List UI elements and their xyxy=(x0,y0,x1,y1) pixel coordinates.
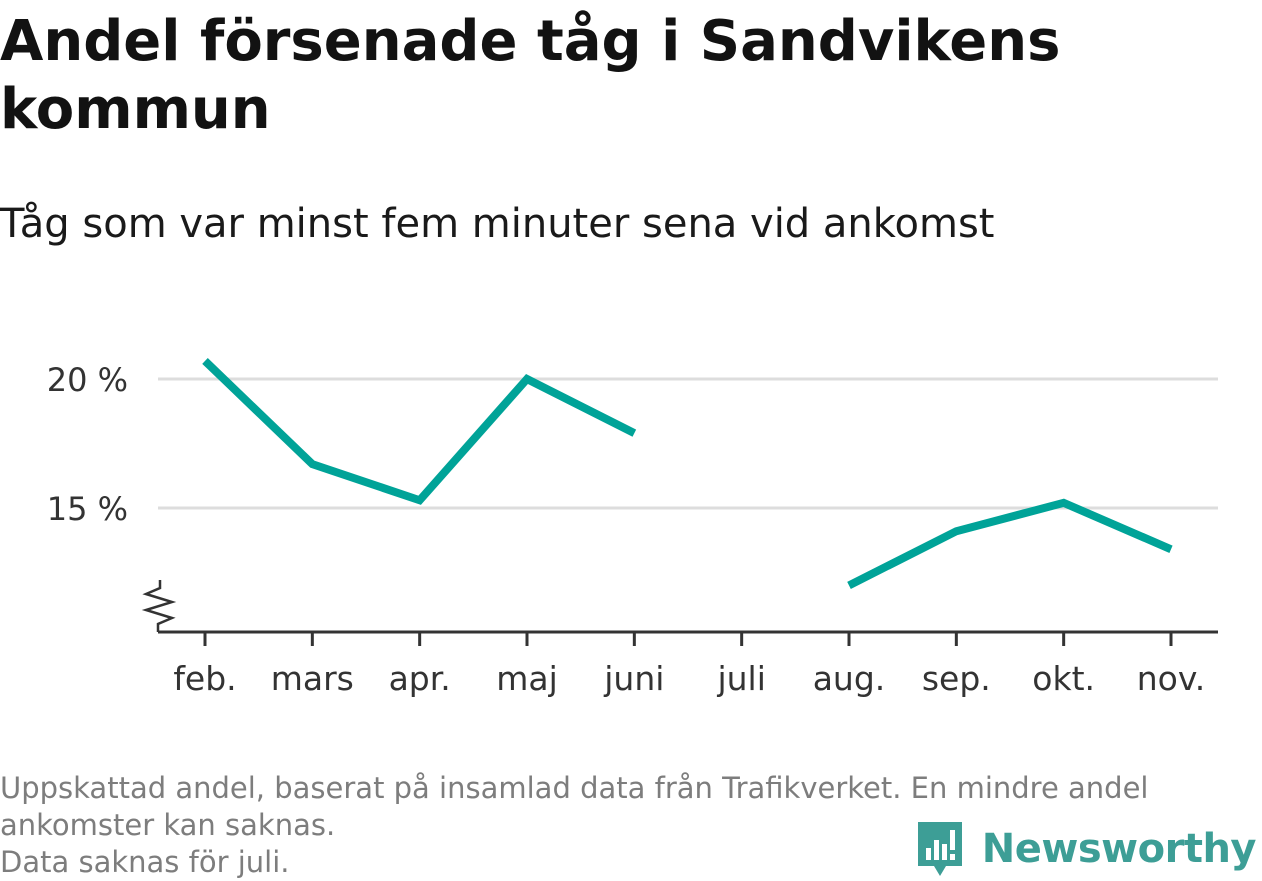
chart-subtitle: Tåg som var minst fem minuter sena vid a… xyxy=(0,201,995,247)
footnote-line-1: Uppskattad andel, baserat på insamlad da… xyxy=(0,771,1149,805)
x-tick-label: feb. xyxy=(173,659,236,698)
x-tick-label: aug. xyxy=(813,659,886,698)
bar-chart-speech-bubble-icon xyxy=(917,822,962,876)
newsworthy-logo: Newsworthy xyxy=(916,820,1257,878)
grid-lines xyxy=(158,377,1218,510)
footnote: Uppskattad andel, baserat på insamlad da… xyxy=(0,770,1250,881)
axis-break-zigzag xyxy=(141,580,177,632)
chart-title: Andel försenade tåg i Sandvikens kommun xyxy=(0,9,1061,142)
y-tick-label: 20 % xyxy=(47,361,128,399)
footnote-line-2: ankomster kan saknas. xyxy=(0,808,336,842)
series-line-segment xyxy=(202,358,637,505)
x-tick-label: maj xyxy=(496,659,558,698)
x-axis xyxy=(158,630,1218,646)
x-tick-label: okt. xyxy=(1032,659,1095,698)
series-line-segment xyxy=(847,498,1173,589)
x-tick-label: apr. xyxy=(389,659,451,698)
y-tick-label: 15 % xyxy=(47,490,128,528)
line-chart: 15 % 20 % feb. mars apr. maj juni juli aug. sep. o… xyxy=(47,358,1218,698)
x-tick-label: juni xyxy=(603,659,664,698)
x-tick-label: sep. xyxy=(922,659,991,698)
footnote-line-3: Data saknas för juli. xyxy=(0,845,290,879)
tick-labels: 15 % 20 % feb. mars apr. maj juni juli aug. sep. o… xyxy=(47,361,1206,698)
x-tick-label: nov. xyxy=(1137,659,1206,698)
brand-name: Newsworthy xyxy=(981,826,1257,872)
x-tick-label: juli xyxy=(716,659,765,698)
axis-break-icon xyxy=(141,580,177,632)
series-lines xyxy=(202,358,1173,589)
x-tick-label: mars xyxy=(271,659,354,698)
